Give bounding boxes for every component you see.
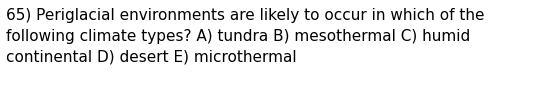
Text: 65) Periglacial environments are likely to occur in which of the
following clima: 65) Periglacial environments are likely … — [6, 8, 484, 64]
